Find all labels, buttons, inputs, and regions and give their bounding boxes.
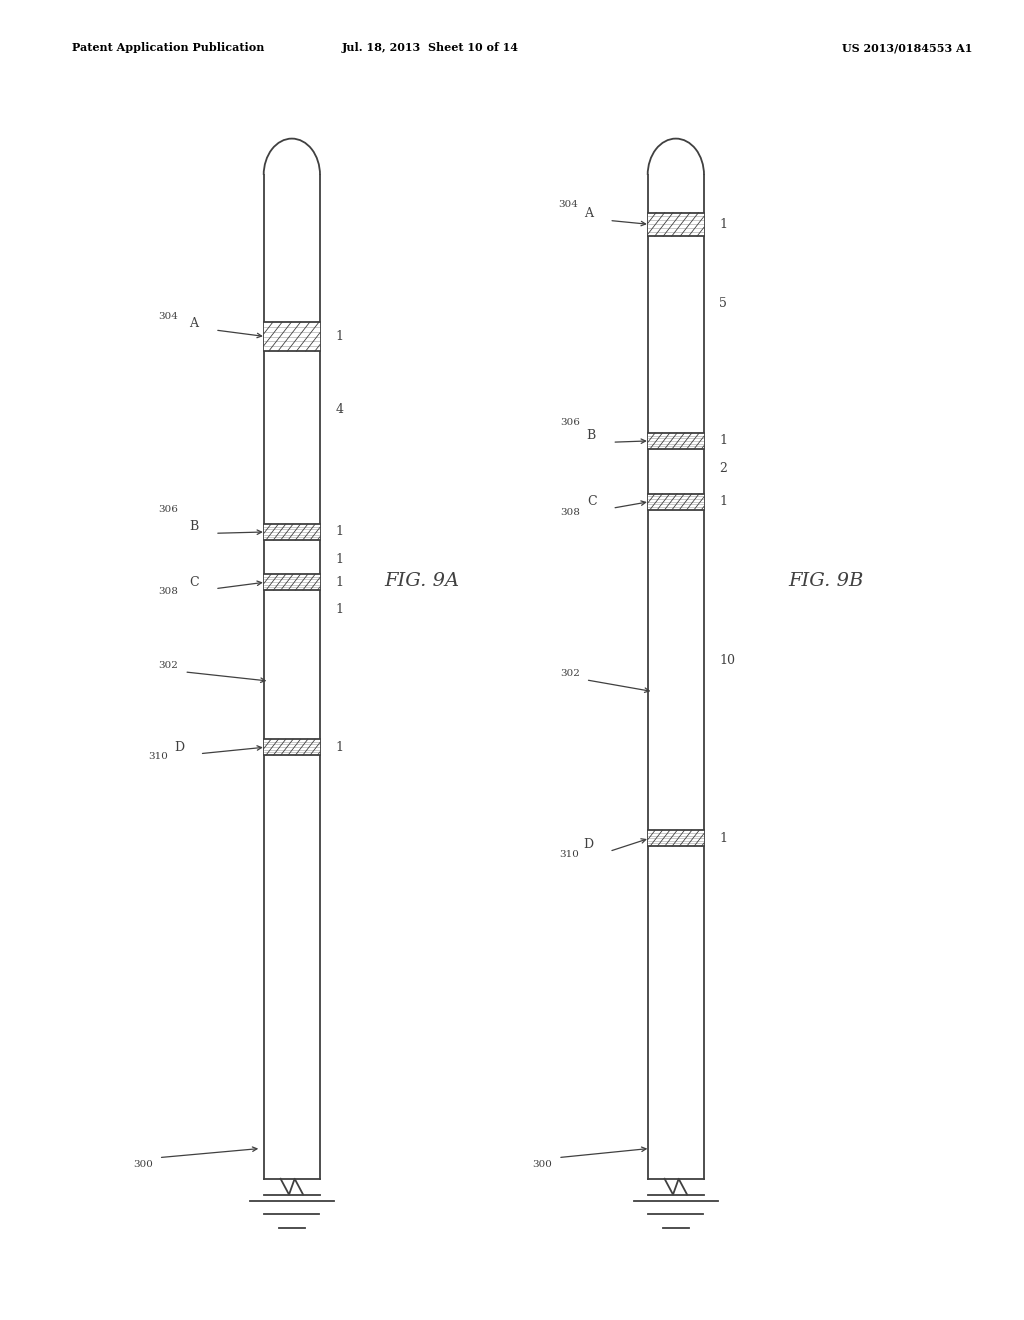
Bar	[648, 213, 705, 236]
Text: FIG. 9B: FIG. 9B	[788, 572, 864, 590]
Text: Patent Application Publication: Patent Application Publication	[72, 42, 264, 53]
Text: 1: 1	[336, 603, 343, 616]
Bar	[263, 574, 319, 590]
Text: 304: 304	[558, 201, 578, 209]
Text: Jul. 18, 2013  Sheet 10 of 14: Jul. 18, 2013 Sheet 10 of 14	[342, 42, 518, 53]
Text: 2: 2	[719, 462, 727, 475]
Bar	[263, 524, 319, 540]
Text: 300: 300	[532, 1160, 552, 1168]
Text: US 2013/0184553 A1: US 2013/0184553 A1	[843, 42, 973, 53]
Text: 306: 306	[159, 506, 178, 513]
Text: 1: 1	[336, 525, 343, 539]
Text: 1: 1	[719, 832, 727, 845]
Text: A: A	[584, 207, 593, 220]
Bar	[263, 322, 319, 351]
Bar	[263, 739, 319, 755]
Text: 1: 1	[336, 330, 343, 343]
Text: 1: 1	[336, 741, 343, 754]
Text: 1: 1	[719, 218, 727, 231]
Text: C: C	[587, 495, 596, 508]
Text: 302: 302	[560, 669, 580, 677]
Bar	[648, 830, 705, 846]
Text: 10: 10	[719, 653, 735, 667]
Text: 304: 304	[159, 313, 178, 321]
Text: A: A	[189, 317, 199, 330]
Text: C: C	[189, 576, 199, 589]
Text: 5: 5	[719, 297, 727, 310]
Text: 308: 308	[560, 508, 580, 516]
Text: 1: 1	[336, 553, 343, 566]
Text: B: B	[189, 520, 199, 533]
Text: 4: 4	[336, 403, 343, 416]
Text: FIG. 9A: FIG. 9A	[384, 572, 459, 590]
Text: D: D	[584, 838, 594, 851]
Bar	[648, 433, 705, 449]
Text: 1: 1	[336, 576, 343, 589]
Text: B: B	[587, 429, 596, 442]
Text: 310: 310	[148, 752, 168, 760]
Text: 1: 1	[719, 434, 727, 447]
Text: 306: 306	[560, 418, 580, 426]
Text: D: D	[174, 741, 184, 754]
Text: 310: 310	[559, 850, 579, 858]
Text: 308: 308	[159, 587, 178, 595]
Text: 300: 300	[133, 1160, 153, 1168]
Bar	[648, 494, 705, 510]
Text: 1: 1	[719, 495, 727, 508]
Text: 302: 302	[159, 661, 178, 669]
